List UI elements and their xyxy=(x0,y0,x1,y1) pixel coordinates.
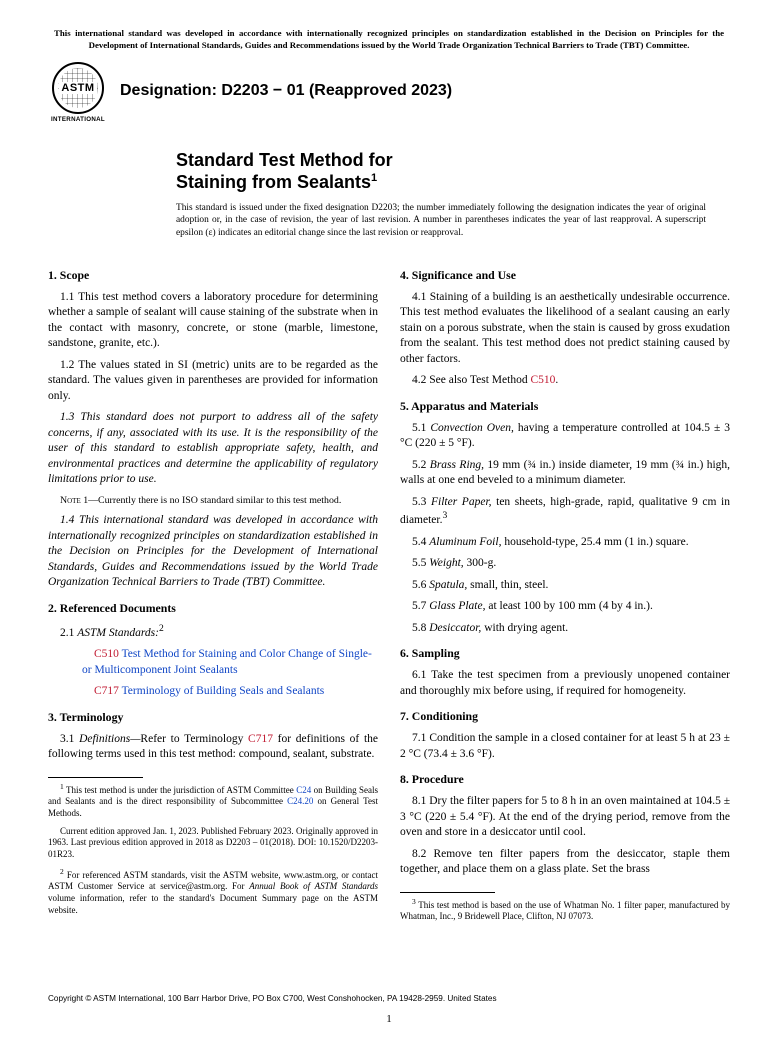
reference-link[interactable]: C24.20 xyxy=(287,796,313,806)
para: 5.5 Weight, 300-g. xyxy=(400,556,730,572)
para: 7.1 Condition the sample in a closed con… xyxy=(400,731,730,762)
reference-link[interactable]: C24 xyxy=(296,785,311,795)
copyright-line: Copyright © ASTM International, 100 Barr… xyxy=(48,994,497,1003)
para: 8.2 Remove ten filter papers from the de… xyxy=(400,847,730,878)
para: 1.1 This test method covers a laboratory… xyxy=(48,290,378,352)
para: 4.2 See also Test Method C510. xyxy=(400,373,730,389)
page-number: 1 xyxy=(0,1013,778,1025)
para: 5.6 Spatula, small, thin, steel. xyxy=(400,578,730,594)
logo-subtext: INTERNATIONAL xyxy=(51,116,105,123)
para: 4.1 Staining of a building is an aesthet… xyxy=(400,290,730,368)
para: 5.1 Convection Oven, having a temperatur… xyxy=(400,421,730,452)
para: 6.1 Take the test specimen from a previo… xyxy=(400,668,730,699)
section-heading: 6. Sampling xyxy=(400,646,730,662)
designation-row: ASTM INTERNATIONAL Designation: D2203 − … xyxy=(48,62,730,123)
head-note: This international standard was develope… xyxy=(54,28,724,52)
footnote: 1 This test method is under the jurisdic… xyxy=(48,782,378,820)
section-heading: 3. Terminology xyxy=(48,710,378,726)
section-heading: 2. Referenced Documents xyxy=(48,601,378,617)
para: 5.7 Glass Plate, at least 100 by 100 mm … xyxy=(400,599,730,615)
title-block: Standard Test Method for Staining from S… xyxy=(176,149,730,194)
section-heading: 7. Conditioning xyxy=(400,709,730,725)
reference-link[interactable]: C717 xyxy=(248,733,273,745)
logo-icon: ASTM xyxy=(52,62,104,114)
standard-title: Standard Test Method for Staining from S… xyxy=(176,149,730,194)
para: 5.4 Aluminum Foil, household-type, 25.4 … xyxy=(400,535,730,551)
section-heading: 1. Scope xyxy=(48,268,378,284)
para: 2.1 ASTM Standards:2 xyxy=(48,623,378,641)
reference-link[interactable]: C717 Terminology of Building Seals and S… xyxy=(48,684,378,700)
para: 1.2 The values stated in SI (metric) uni… xyxy=(48,358,378,405)
section-heading: 8. Procedure xyxy=(400,772,730,788)
left-column: 1. Scope 1.1 This test method covers a l… xyxy=(48,258,378,929)
section-heading: 4. Significance and Use xyxy=(400,268,730,284)
section-heading: 5. Apparatus and Materials xyxy=(400,399,730,415)
footnote-rule xyxy=(48,777,143,778)
para: 8.1 Dry the filter papers for 5 to 8 h i… xyxy=(400,794,730,841)
footnote: 2 For referenced ASTM standards, visit t… xyxy=(48,867,378,917)
para: 5.8 Desiccator, with drying agent. xyxy=(400,621,730,637)
para: 5.2 Brass Ring, 19 mm (¾ in.) inside dia… xyxy=(400,458,730,489)
body-columns: 1. Scope 1.1 This test method covers a l… xyxy=(48,258,730,929)
para: 1.4 This international standard was deve… xyxy=(48,513,378,591)
para: 1.3 This standard does not purport to ad… xyxy=(48,410,378,488)
footnote-rule xyxy=(400,892,495,893)
reference-link[interactable]: C510 xyxy=(530,374,555,386)
para: 3.1 Definitions—Refer to Terminology C71… xyxy=(48,732,378,763)
footnote: 3 This test method is based on the use o… xyxy=(400,897,730,923)
issuance-note: This standard is issued under the fixed … xyxy=(176,202,706,240)
reference-link[interactable]: C510 Test Method for Staining and Color … xyxy=(48,647,378,678)
para: 5.3 Filter Paper, ten sheets, high-grade… xyxy=(400,495,730,529)
designation-text: Designation: D2203 − 01 (Reapproved 2023… xyxy=(120,82,452,100)
astm-logo: ASTM INTERNATIONAL xyxy=(48,62,108,123)
right-column: 4. Significance and Use 4.1 Staining of … xyxy=(400,258,730,929)
note: Note 1—Currently there is no ISO standar… xyxy=(48,494,378,507)
page: This international standard was develope… xyxy=(0,0,778,1041)
footnote: Current edition approved Jan. 1, 2023. P… xyxy=(48,826,378,861)
